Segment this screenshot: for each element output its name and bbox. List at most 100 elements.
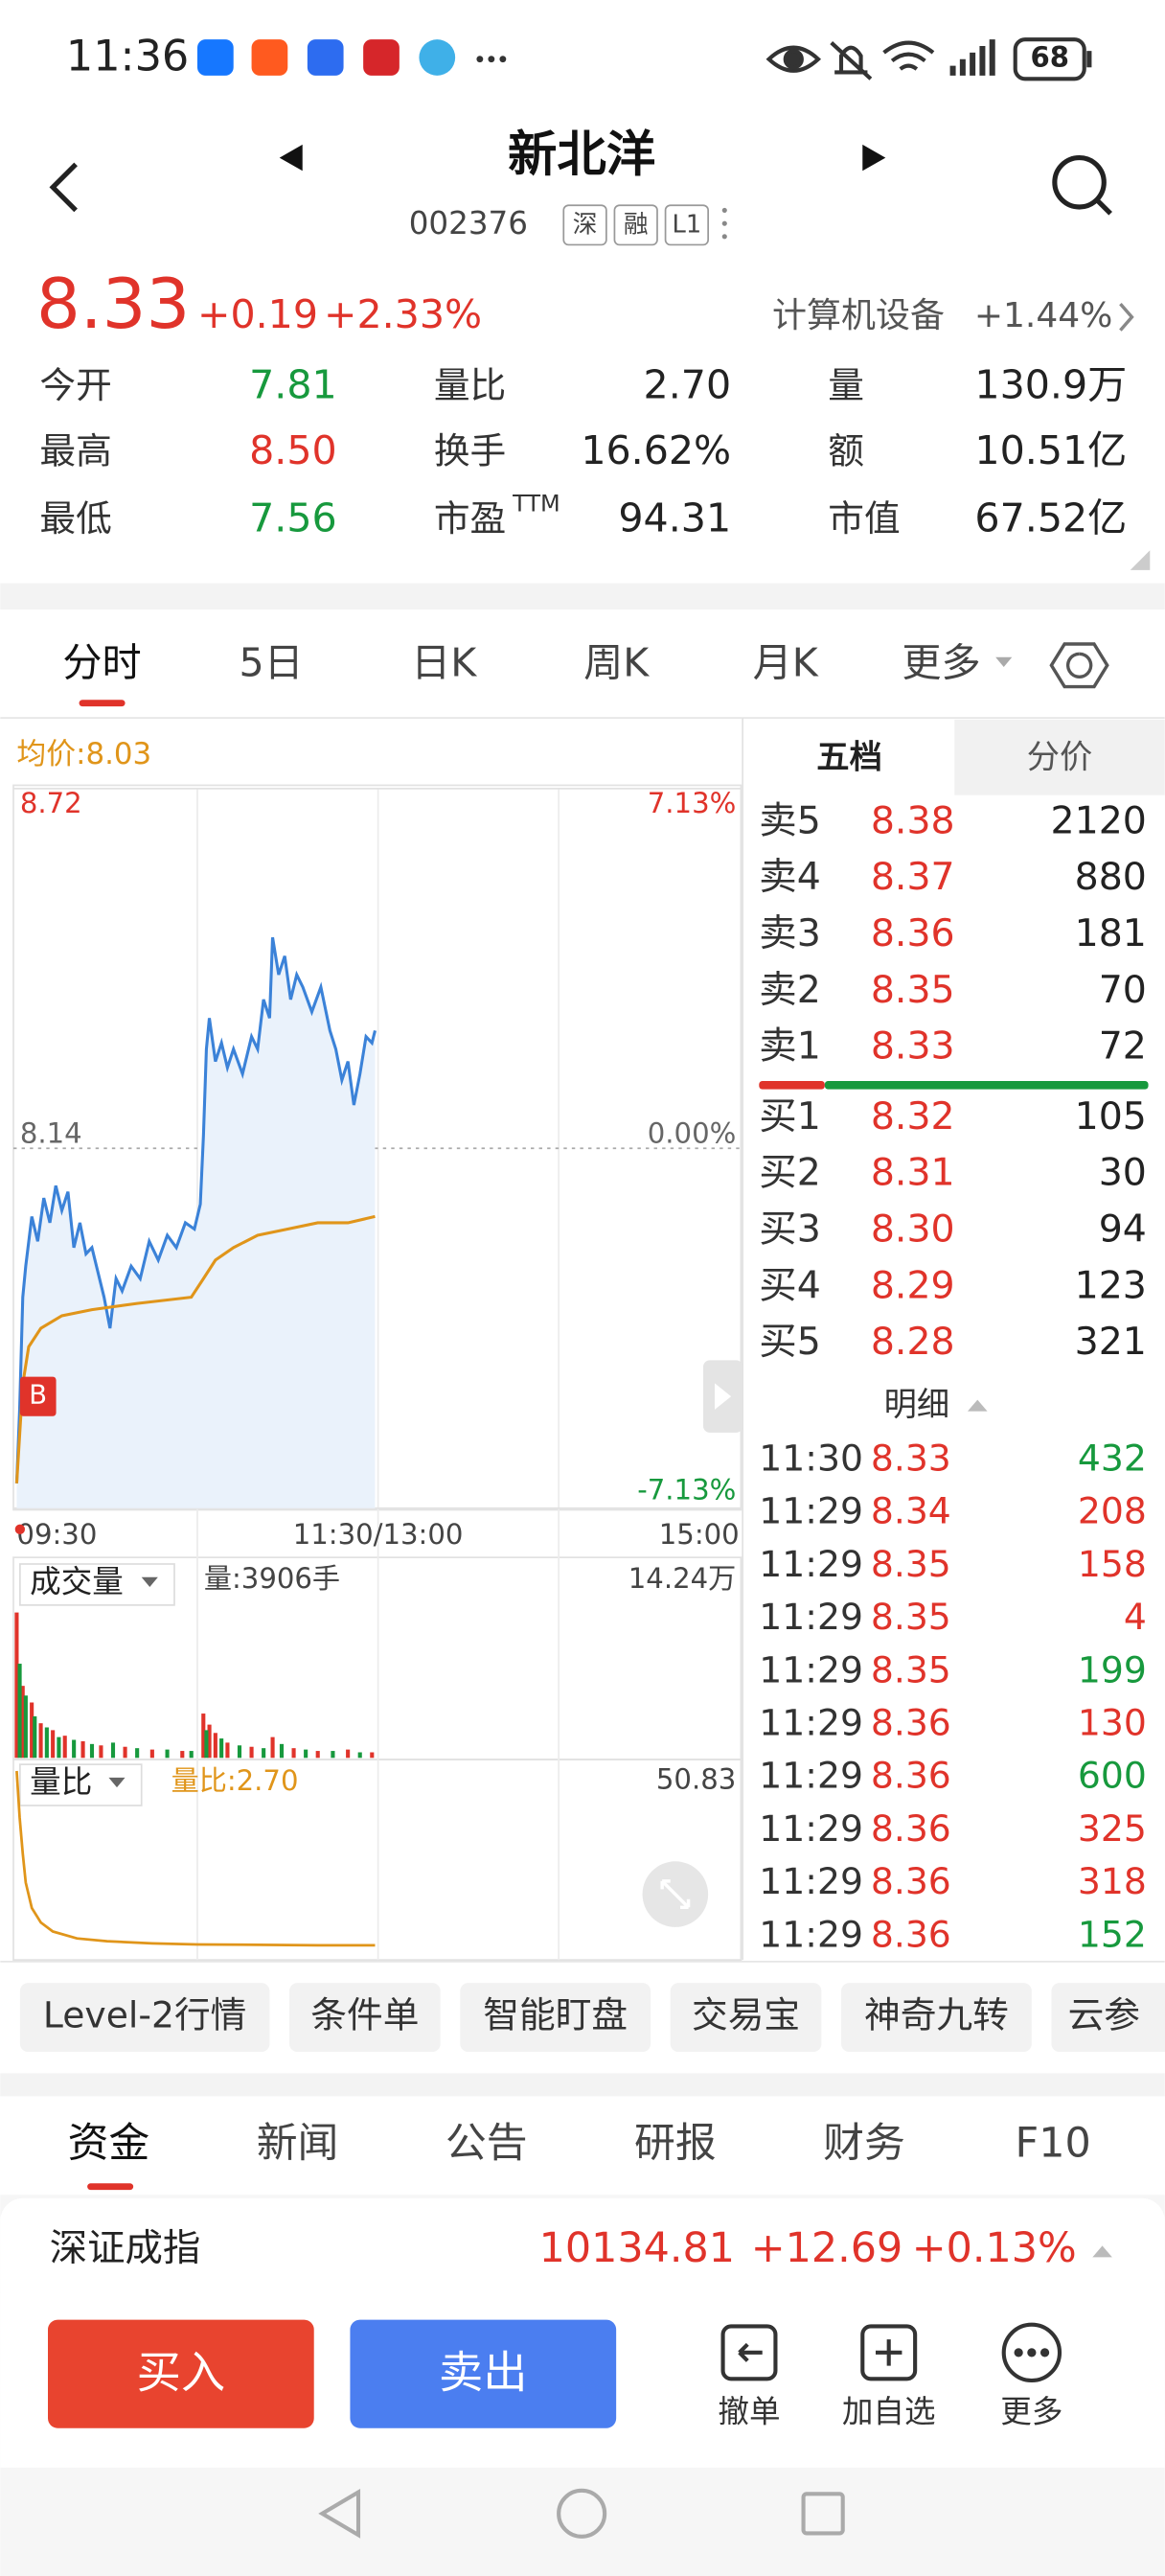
trade-volume: 208: [1078, 1490, 1147, 1532]
tab-bg[interactable]: [954, 719, 1165, 795]
action-label[interactable]: 加自选: [842, 2393, 936, 2429]
volume-bar: [123, 1746, 127, 1759]
tool-chip[interactable]: [289, 1983, 441, 2053]
book-volume: 880: [1075, 855, 1147, 899]
header-menu[interactable]: [721, 207, 727, 240]
book-price: 8.32: [871, 1094, 955, 1138]
book-label: 卖1: [759, 1024, 820, 1069]
trade-price: 8.34: [871, 1490, 951, 1532]
stat-label: 额: [828, 430, 864, 472]
trade-price: 8.35: [871, 1543, 951, 1585]
trade-price: 8.33: [871, 1438, 951, 1480]
chart-tab[interactable]: 更多: [902, 639, 980, 685]
back-button[interactable]: [49, 162, 78, 213]
tool-chip[interactable]: [1051, 1983, 1165, 2053]
book-volume: 123: [1075, 1263, 1147, 1307]
chart-tab[interactable]: 5日: [239, 639, 303, 685]
tool-chip-label[interactable]: 智能盯盘: [483, 1994, 628, 2036]
search-button[interactable]: [1052, 155, 1112, 216]
detail-title: 明细: [884, 1386, 950, 1424]
trade-time: 11:29: [759, 1701, 863, 1743]
buy-button[interactable]: [48, 2319, 314, 2428]
index-name: 深证成指: [50, 2226, 201, 2270]
app-icon: [251, 39, 288, 76]
volume-bar: [304, 1749, 308, 1759]
app-icon: [197, 39, 234, 76]
book-label: 卖2: [759, 968, 820, 1012]
price-line: [14, 936, 377, 1484]
chart-tab[interactable]: 周K: [583, 639, 650, 685]
stat-label: 量: [828, 364, 864, 406]
stat-value: 94.31: [618, 494, 731, 540]
book-tab[interactable]: 分价: [1027, 738, 1093, 776]
sell-label[interactable]: 卖出: [439, 2346, 528, 2398]
info-tab[interactable]: 资金: [68, 2119, 150, 2167]
tool-chip[interactable]: [460, 1983, 651, 2053]
chart-tab[interactable]: 月K: [753, 639, 819, 685]
buy-label[interactable]: 买入: [137, 2346, 226, 2398]
stat-label-sup: TTM: [512, 490, 560, 517]
tool-chip-label[interactable]: 条件单: [310, 1994, 419, 2036]
action-label[interactable]: 更多: [1000, 2393, 1062, 2429]
nav-bar[interactable]: [318, 2488, 845, 2539]
tool-chip-label[interactable]: 神奇九转: [864, 1994, 1009, 2036]
prev-stock[interactable]: [279, 144, 303, 172]
stat-value: 10.51亿: [974, 427, 1127, 473]
chart-tab[interactable]: 分时: [62, 639, 141, 685]
trade-price: 8.36: [871, 1860, 951, 1902]
volume-bar: [72, 1739, 77, 1759]
trade-time: 11:29: [759, 1596, 863, 1638]
index-value: 10134.81: [539, 2224, 735, 2272]
price-change-pct: +2.33%: [324, 291, 482, 337]
info-tab[interactable]: F10: [1016, 2119, 1091, 2167]
sell-button[interactable]: [350, 2319, 617, 2428]
stat-label: 换手: [434, 430, 506, 472]
tool-chip[interactable]: [19, 1983, 270, 2053]
volume-bar: [17, 1664, 22, 1759]
index-card[interactable]: [0, 2197, 1165, 2313]
panel-selector[interactable]: [19, 1763, 143, 1806]
tool-chip[interactable]: [670, 1983, 822, 2053]
info-tab[interactable]: 财务: [823, 2119, 905, 2167]
book-tab[interactable]: 五档: [816, 738, 882, 776]
trade-time: 11:30: [759, 1438, 863, 1480]
tool-chip-label[interactable]: 云参: [1068, 1994, 1140, 2036]
panel-selector[interactable]: [19, 1563, 175, 1606]
tag-box: [613, 204, 658, 246]
panel-title[interactable]: 成交量: [30, 1564, 124, 1600]
trade-time: 11:29: [759, 1913, 863, 1955]
start-dot: [14, 1524, 25, 1534]
tool-chip-label[interactable]: 交易宝: [692, 1994, 800, 2036]
x-tick-label: 15:00: [659, 1518, 740, 1551]
info-tab[interactable]: 公告: [445, 2119, 528, 2167]
book-price: 8.29: [871, 1263, 955, 1307]
book-volume: 30: [1099, 1151, 1147, 1195]
index-change-pct: +0.13%: [912, 2224, 1077, 2272]
sector-arrow[interactable]: [1119, 303, 1134, 332]
app-icon: [363, 39, 400, 76]
volume-bar: [51, 1730, 56, 1759]
info-tab[interactable]: 新闻: [257, 2119, 339, 2167]
status-icons: [765, 37, 1092, 81]
action-label[interactable]: 撤单: [718, 2393, 780, 2429]
book-volume: 72: [1099, 1024, 1147, 1069]
book-label: 卖5: [759, 798, 820, 842]
info-tab[interactable]: 研报: [634, 2119, 717, 2167]
trade-volume: 4: [1124, 1596, 1147, 1638]
tool-chip[interactable]: [841, 1983, 1032, 2053]
tag: L1: [673, 210, 702, 239]
tool-chip-label[interactable]: Level-2行情: [43, 1994, 247, 2036]
volume-bar: [315, 1751, 320, 1759]
stat-value: 7.56: [249, 494, 337, 540]
settings-button[interactable]: [1049, 642, 1109, 689]
book-label: 买3: [759, 1208, 820, 1252]
panel-title[interactable]: 量比: [30, 1764, 92, 1801]
volume-bar: [23, 1695, 28, 1759]
next-stock[interactable]: [862, 144, 886, 172]
dropdown-arrow: [108, 1777, 126, 1788]
chart-tab[interactable]: 日K: [411, 639, 477, 685]
trade-volume: 432: [1078, 1438, 1147, 1480]
sector-name[interactable]: 计算机设备: [772, 296, 945, 335]
app-icon: [307, 39, 344, 76]
trade-time: 11:29: [759, 1807, 863, 1850]
